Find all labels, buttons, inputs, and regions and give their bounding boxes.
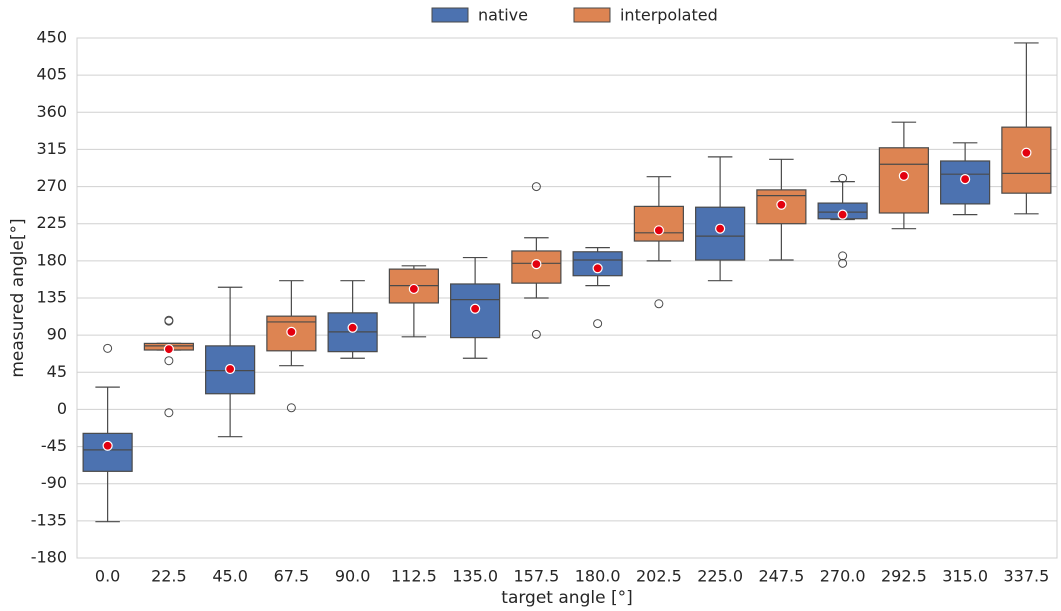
y-tick-label: 405	[36, 65, 67, 84]
y-tick-label: 90	[47, 325, 67, 344]
y-tick-label: -45	[41, 436, 67, 455]
y-tick-label: 0	[57, 399, 67, 418]
mean	[592, 263, 603, 274]
x-tick-label: 112.5	[391, 567, 437, 586]
x-tick-label: 157.5	[513, 567, 559, 586]
x-tick-label: 315.0	[942, 567, 988, 586]
x-tick-label: 67.5	[274, 567, 310, 586]
box	[1001, 126, 1052, 194]
mean	[898, 170, 909, 181]
outlier	[286, 403, 296, 413]
outlier	[593, 319, 603, 329]
y-tick-label: 360	[36, 102, 67, 121]
x-tick-label: 292.5	[881, 567, 927, 586]
legend-swatch	[573, 7, 611, 23]
mean	[225, 363, 236, 375]
x-tick-label: 247.5	[758, 567, 804, 586]
y-tick-label: -135	[31, 510, 67, 529]
box	[82, 432, 133, 472]
mean	[837, 209, 848, 220]
outlier	[531, 182, 541, 192]
plot-frame	[76, 37, 1058, 559]
outlier	[164, 408, 174, 418]
legend-swatch	[431, 7, 469, 23]
mean	[531, 259, 542, 270]
legend-label: native	[478, 6, 528, 25]
y-tick-label: 270	[36, 176, 67, 195]
x-tick-label: 0.0	[95, 567, 120, 586]
y-tick-label: 135	[36, 288, 67, 307]
x-tick-label: 135.0	[452, 567, 498, 586]
mean	[960, 174, 971, 185]
y-tick-label: 450	[36, 28, 67, 47]
y-tick-label: 45	[47, 362, 67, 381]
y-tick-label: 180	[36, 250, 67, 269]
mean	[470, 303, 481, 314]
mean	[715, 223, 726, 234]
x-axis-label: target angle [°]	[501, 588, 632, 608]
mean	[102, 440, 113, 451]
x-tick-label: 90.0	[335, 567, 371, 586]
x-tick-label: 225.0	[697, 567, 743, 586]
x-tick-label: 22.5	[151, 567, 187, 586]
outlier	[838, 173, 848, 183]
x-tick-label: 270.0	[820, 567, 866, 586]
x-tick-label: 180.0	[575, 567, 621, 586]
y-tick-label: 315	[36, 139, 67, 158]
outlier	[654, 299, 664, 309]
mean	[1021, 147, 1032, 158]
outlier	[103, 343, 113, 353]
mean	[653, 225, 664, 236]
y-tick-label: -180	[31, 548, 67, 567]
x-tick-label: 45.0	[212, 567, 248, 586]
outlier	[838, 251, 848, 261]
outlier	[164, 315, 174, 325]
outlier	[164, 356, 174, 366]
outlier	[838, 258, 848, 268]
mean	[776, 199, 787, 210]
mean	[163, 344, 174, 355]
y-axis-label: measured angle[°]	[8, 218, 28, 377]
mean	[408, 283, 419, 295]
y-tick-label: 225	[36, 213, 67, 232]
y-tick-label: -90	[41, 473, 67, 492]
outlier	[531, 329, 541, 339]
mean	[347, 322, 358, 333]
box	[633, 205, 684, 242]
legend-label: interpolated	[620, 6, 718, 25]
x-tick-label: 337.5	[1003, 567, 1049, 586]
x-tick-label: 202.5	[636, 567, 682, 586]
mean	[286, 326, 297, 337]
